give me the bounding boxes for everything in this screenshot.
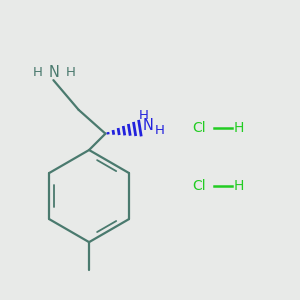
Text: H: H xyxy=(155,124,165,136)
Text: H: H xyxy=(234,179,244,193)
Text: N: N xyxy=(142,118,153,133)
Text: H: H xyxy=(33,66,43,79)
Text: H: H xyxy=(139,109,149,122)
Text: N: N xyxy=(49,65,59,80)
Text: Cl: Cl xyxy=(192,121,206,135)
Text: H: H xyxy=(65,66,75,79)
Text: Cl: Cl xyxy=(192,179,206,193)
Text: H: H xyxy=(234,121,244,135)
